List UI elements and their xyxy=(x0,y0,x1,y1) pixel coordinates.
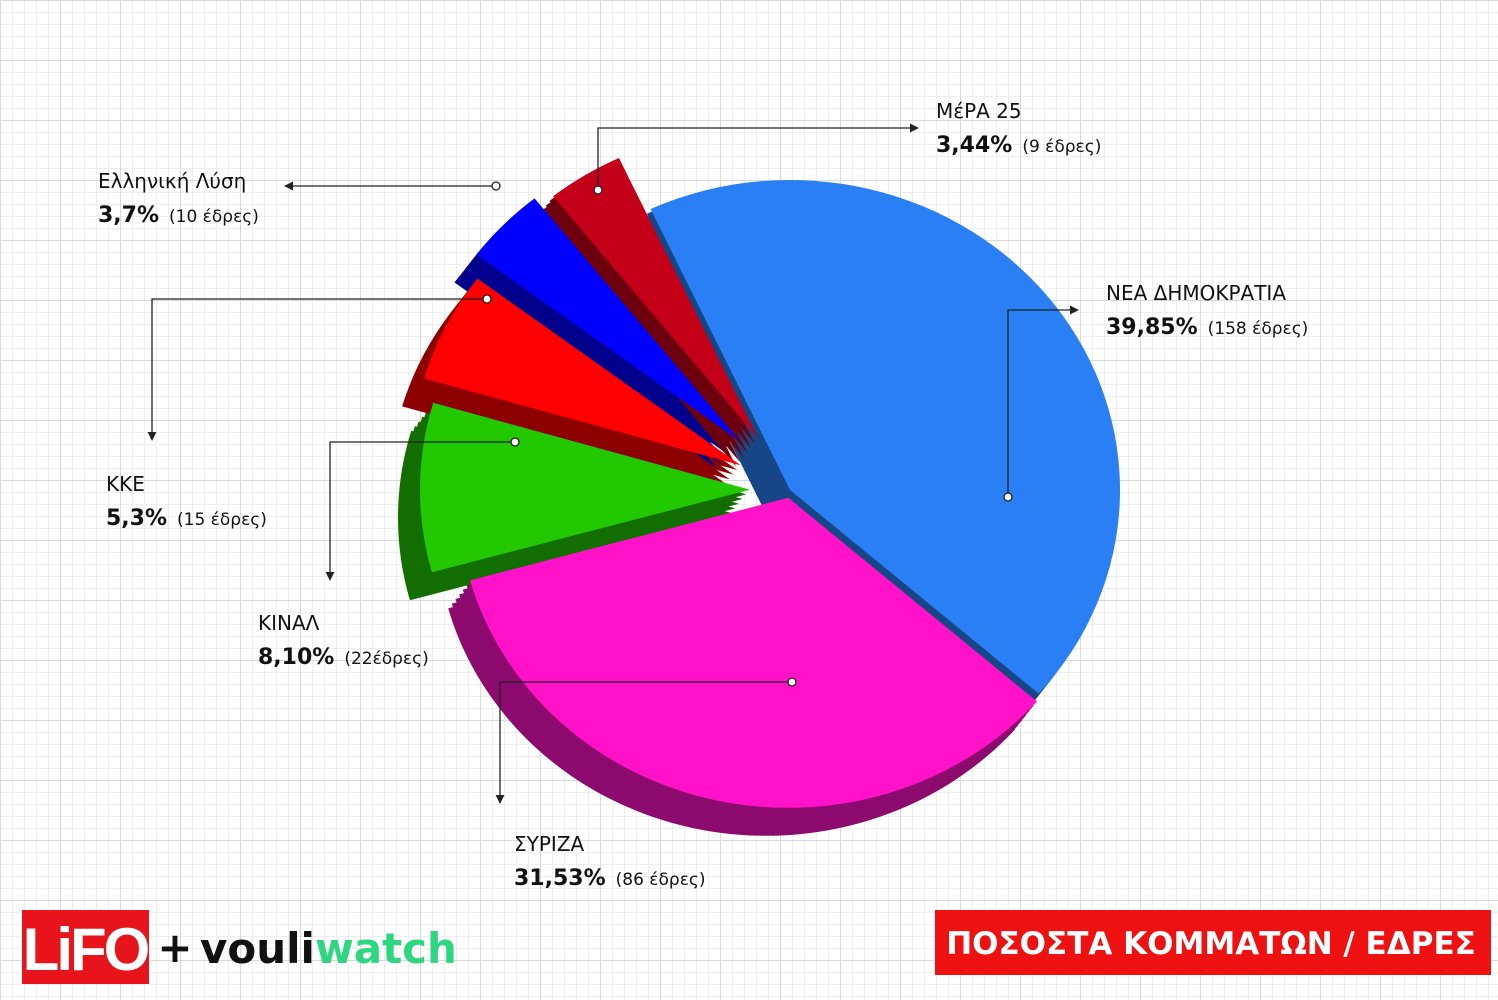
leader-dot xyxy=(482,294,492,304)
slice-name: ΚΚΕ xyxy=(106,472,145,496)
leader-line xyxy=(1007,305,1079,497)
leader-line xyxy=(495,681,792,804)
slice-value: 3,44% (9 έδρες) xyxy=(936,133,1101,158)
logo-box xyxy=(22,910,149,984)
slice-value: 3,7% (10 έδρες) xyxy=(98,203,259,228)
slice-name: ΣΥΡΙΖΑ xyxy=(514,832,585,856)
leader-dot xyxy=(593,185,603,195)
percent-label: 5,3% xyxy=(106,506,167,531)
leader-dot xyxy=(491,181,501,191)
brand-watch: watch xyxy=(315,924,457,973)
leader-dot xyxy=(787,677,797,687)
seats-label: (10 έδρες) xyxy=(169,207,259,227)
title-box xyxy=(935,910,1491,975)
slice xyxy=(553,158,759,439)
slice xyxy=(650,179,1120,694)
brand-vouli: vouli xyxy=(200,924,315,973)
seats-label: (15 έδρες) xyxy=(177,510,267,530)
brand-text: vouliwatch xyxy=(200,924,457,973)
percent-label: 39,85% xyxy=(1106,315,1198,340)
slice-name: ΜέΡΑ 25 xyxy=(936,99,1022,123)
plus: + xyxy=(157,923,192,972)
slice-value: 31,53% (86 έδρες) xyxy=(514,866,706,891)
logo: LiFO xyxy=(23,916,149,983)
slice xyxy=(424,278,741,466)
seats-label: (22έδρες) xyxy=(344,649,428,669)
slice-value: 39,85% (158 έδρες) xyxy=(1106,315,1308,340)
slice-value: 5,3% (15 έδρες) xyxy=(106,506,267,531)
leader-dot xyxy=(510,437,520,447)
slice xyxy=(476,198,740,442)
chart-title: ΠΟΣΟΣΤΑ ΚΟΜΜΑΤΩΝ / ΕΔΡΕΣ xyxy=(946,926,1476,962)
leader-line xyxy=(147,298,487,441)
percent-label: 3,7% xyxy=(98,203,159,228)
percent-label: 3,44% xyxy=(936,133,1012,158)
slice-name: ΝΕΑ ΔΗΜΟΚΡΑΤΙΑ xyxy=(1106,281,1286,305)
slice-value: 8,10% (22έδρες) xyxy=(258,645,429,670)
seats-label: (9 έδρες) xyxy=(1022,137,1101,157)
pie-tops xyxy=(420,158,1120,808)
leader-line xyxy=(325,441,515,581)
seats-label: (86 έδρες) xyxy=(616,870,706,890)
seats-label: (158 έδρες) xyxy=(1208,319,1309,339)
slice xyxy=(420,402,751,573)
slice-name: Ελληνική Λύση xyxy=(98,169,246,193)
labels: ΝΕΑ ΔΗΜΟΚΡΑΤΙΑ 39,85% (158 έδρες) ΣΥΡΙΖΑ 31,… xyxy=(98,99,1308,891)
percent-label: 31,53% xyxy=(514,866,606,891)
leader-dot xyxy=(1003,492,1013,502)
slice xyxy=(470,497,1038,808)
slice-name: ΚΙΝΑΛ xyxy=(258,611,320,635)
leader-line xyxy=(597,123,919,190)
percent-label: 8,10% xyxy=(258,645,334,670)
